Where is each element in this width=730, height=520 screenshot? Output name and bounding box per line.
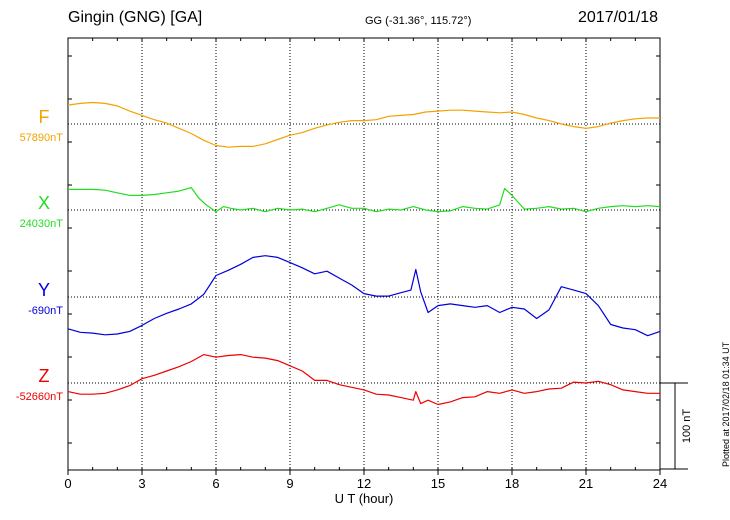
series-line-x bbox=[68, 187, 661, 213]
x-tick-label: 24 bbox=[653, 476, 667, 491]
x-tick-label: 18 bbox=[505, 476, 519, 491]
x-tick-label: 0 bbox=[64, 476, 71, 491]
x-tick-label: 12 bbox=[357, 476, 371, 491]
chart-date: 2017/01/18 bbox=[578, 9, 659, 26]
series-baseline-f: 57890nT bbox=[20, 132, 64, 144]
plotted-timestamp: Plotted at 2017/02/18 01:34 UT bbox=[721, 341, 730, 467]
series-name-x: X bbox=[38, 193, 50, 213]
station-coordinates: GG (-31.36°, 115.72°) bbox=[365, 15, 472, 27]
series-name-y: Y bbox=[38, 280, 50, 300]
series-line-y bbox=[67, 255, 661, 337]
x-tick-label: 15 bbox=[431, 476, 445, 491]
series-line-z bbox=[67, 354, 660, 406]
x-axis-label: U T (hour) bbox=[335, 491, 394, 506]
series-name-f: F bbox=[39, 107, 50, 127]
scale-bar-label: 100 nT bbox=[681, 409, 693, 444]
x-tick-label: 6 bbox=[212, 476, 219, 491]
chart-title: Gingin (GNG) [GA] bbox=[68, 9, 203, 26]
series-baseline-y: -690nT bbox=[28, 305, 63, 317]
x-tick-label: 9 bbox=[286, 476, 293, 491]
x-tick-label: 3 bbox=[138, 476, 145, 491]
series-line-f bbox=[67, 101, 660, 148]
series-name-z: Z bbox=[39, 366, 50, 386]
series-baseline-x: 24030nT bbox=[20, 218, 64, 230]
x-tick-label: 21 bbox=[579, 476, 593, 491]
series-baseline-z: -52660nT bbox=[16, 391, 63, 403]
